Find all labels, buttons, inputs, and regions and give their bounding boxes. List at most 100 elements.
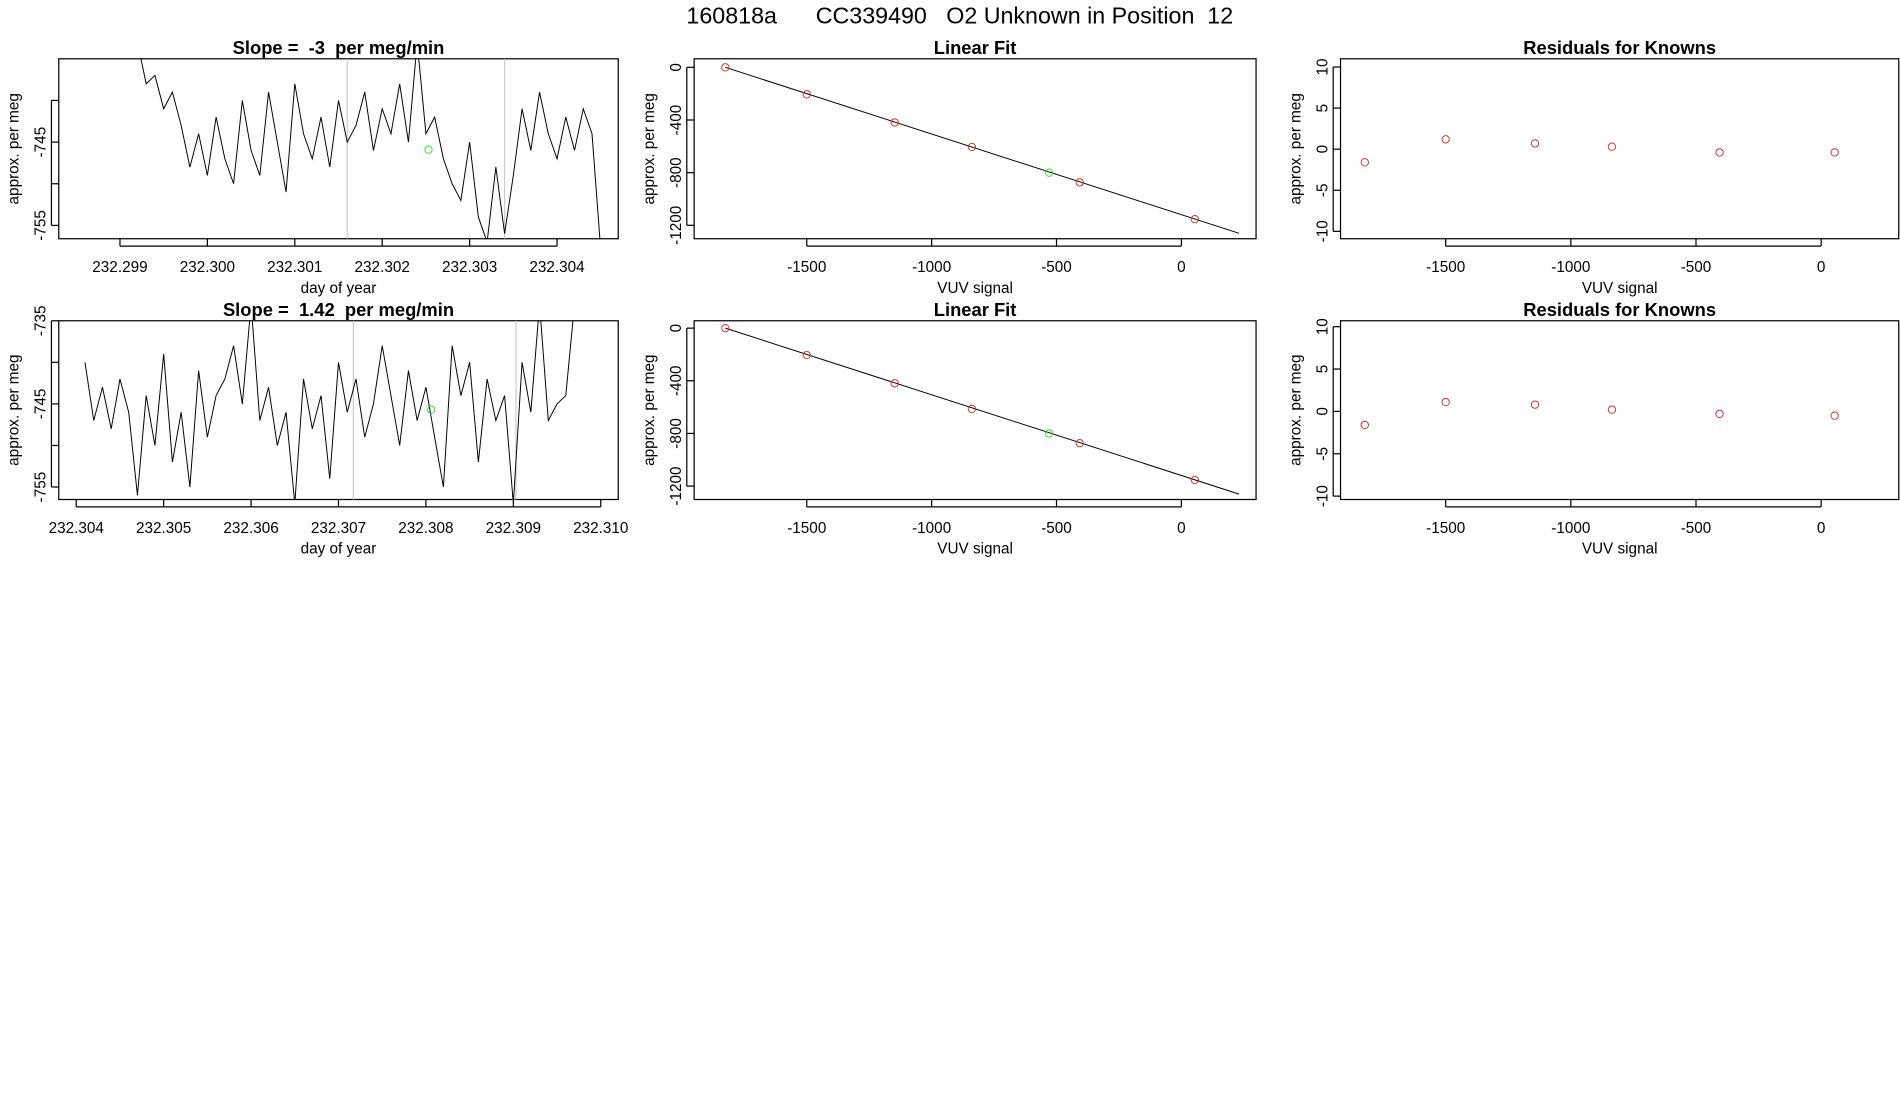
data-point <box>1530 400 1540 409</box>
x-tick-label: -1000 <box>1551 259 1590 276</box>
x-tick-label: -1000 <box>1551 520 1590 537</box>
data-point <box>721 63 730 72</box>
data-point <box>1075 439 1084 448</box>
data-point <box>967 142 977 152</box>
panel-title: Slope = 1.42 per meg/min <box>223 299 454 320</box>
y-tick-label: -10 <box>1314 485 1331 507</box>
plot-frame <box>58 320 619 501</box>
x-axis-label: VUV signal <box>1582 541 1658 558</box>
panel: Slope = -3 per meg/min day of year approx.… <box>6 37 619 297</box>
x-tick-label: 232.302 <box>355 259 410 276</box>
x-tick-label: 232.301 <box>267 259 322 276</box>
panel: Residuals for Knowns VUV signal approx. pe… <box>1288 37 1900 297</box>
plot-frame <box>58 58 619 240</box>
y-tick-label: -800 <box>668 418 685 449</box>
y-tick-label: 0 <box>668 324 685 333</box>
y-tick-label: -755 <box>33 210 50 241</box>
x-tick-label: -500 <box>1041 520 1072 537</box>
y-tick-label: -10 <box>1314 220 1331 242</box>
x-tick-label: -1500 <box>787 259 826 276</box>
x-tick-label: 232.310 <box>573 520 628 537</box>
y-tick-label: -1200 <box>668 206 685 245</box>
y-tick-label: 10 <box>1314 318 1331 335</box>
x-tick-label: 232.309 <box>486 520 541 537</box>
y-tick-label: 0 <box>668 63 685 72</box>
y-axis-label: approx. per meg <box>1288 354 1305 465</box>
y-tick-label: 0 <box>1314 407 1331 416</box>
x-tick-label: -1000 <box>912 520 951 537</box>
y-axis-label: approx. per meg <box>6 354 23 465</box>
x-tick-label: 232.306 <box>223 520 278 537</box>
unknown-point <box>426 405 436 414</box>
data-point <box>890 118 899 127</box>
data-point <box>890 379 899 388</box>
x-tick-label: -1500 <box>1426 259 1465 276</box>
x-tick-label: -500 <box>1681 259 1712 276</box>
x-tick-label: 0 <box>1177 259 1186 276</box>
unknown-point <box>1044 429 1054 438</box>
fit-line <box>725 66 1240 234</box>
plot-area <box>721 323 1240 495</box>
data-point <box>1715 409 1724 419</box>
plot-frame <box>1339 320 1900 501</box>
y-tick-label: -5 <box>1314 183 1331 197</box>
plot-area <box>1360 397 1839 430</box>
plot-area <box>140 58 601 239</box>
plot-frame <box>693 58 1257 240</box>
y-tick-label: -400 <box>668 365 685 396</box>
page-title: 160818a CC339490 O2 Unknown in Position … <box>686 2 1233 28</box>
plot-frame <box>693 320 1257 501</box>
data-point <box>1190 214 1200 224</box>
x-tick-label: 232.299 <box>92 259 147 276</box>
x-tick-label: 232.305 <box>136 520 191 537</box>
data-point <box>1441 397 1450 407</box>
x-axis-label: day of year <box>301 280 377 297</box>
data-point <box>1360 420 1369 430</box>
x-axis-label: VUV signal <box>1582 280 1658 297</box>
x-tick-label: -500 <box>1041 259 1072 276</box>
y-axis-label: approx. per meg <box>641 354 658 465</box>
panel: Residuals for Knowns VUV signal approx. pe… <box>1288 299 1900 558</box>
y-tick-label: -735 <box>33 305 50 336</box>
x-tick-label: 0 <box>1817 259 1826 276</box>
data-point <box>967 404 977 414</box>
x-tick-label: -1500 <box>1426 520 1465 537</box>
y-axis-label: approx. per meg <box>6 93 23 204</box>
panel: Linear Fit VUV signal approx. per meg -1500… <box>641 37 1257 297</box>
unknown-point <box>1044 168 1054 177</box>
y-tick-label: -800 <box>668 157 685 188</box>
x-tick-label: 232.304 <box>49 520 105 537</box>
data-point <box>1441 135 1450 144</box>
x-axis-label: VUV signal <box>937 280 1013 297</box>
plot-frame <box>1339 58 1900 240</box>
x-tick-label: -500 <box>1681 520 1712 537</box>
y-tick-label: -1200 <box>668 467 685 506</box>
y-tick-label: 10 <box>1314 58 1331 75</box>
y-tick-label: -745 <box>33 127 50 158</box>
x-tick-label: 232.300 <box>180 259 235 276</box>
series-line <box>140 58 601 239</box>
panel-title: Linear Fit <box>934 37 1017 58</box>
unknown-point <box>424 145 433 154</box>
y-tick-label: -745 <box>33 389 50 420</box>
x-tick-label: 232.307 <box>311 520 366 537</box>
x-axis-label: VUV signal <box>937 541 1013 558</box>
y-tick-label: -5 <box>1314 447 1331 461</box>
x-tick-label: -1500 <box>787 520 826 537</box>
data-point <box>1830 411 1839 420</box>
data-point <box>1075 178 1084 187</box>
x-tick-label: 232.308 <box>398 520 453 537</box>
y-tick-label: 5 <box>1314 365 1331 374</box>
data-point <box>1607 142 1617 151</box>
data-point <box>802 350 811 360</box>
data-point <box>1607 405 1617 414</box>
plot-area <box>721 63 1240 234</box>
panel-title: Linear Fit <box>934 299 1017 320</box>
data-point <box>802 90 811 99</box>
data-point <box>1190 475 1200 485</box>
fit-line <box>725 327 1240 495</box>
y-axis-label: approx. per meg <box>1288 93 1305 204</box>
plot-area <box>84 320 574 500</box>
